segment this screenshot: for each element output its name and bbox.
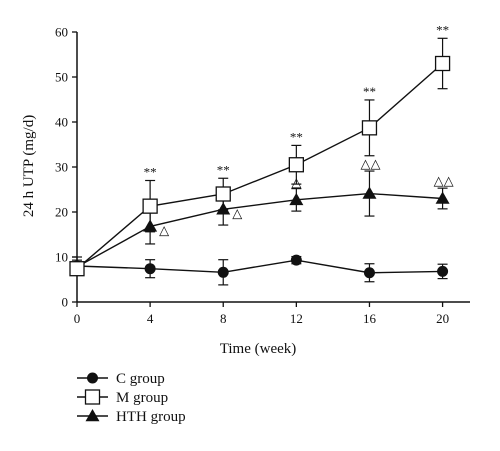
- data-point: [435, 191, 450, 204]
- significance-triangles: △△: [360, 156, 380, 171]
- series-line: [76, 192, 443, 268]
- legend-marker: [84, 389, 101, 405]
- series-m-group: [69, 37, 451, 277]
- series-line: [76, 62, 444, 270]
- axes: 0 10 20 30 40 50 60 0 4 8 12 16 20: [55, 25, 470, 326]
- significance-triangles: △: [232, 205, 242, 220]
- legend-marker: [85, 409, 100, 422]
- significance-triangles: △: [291, 175, 301, 190]
- data-point: [362, 186, 377, 199]
- significance-stars: **: [290, 129, 303, 144]
- significance-stars: **: [217, 162, 230, 177]
- y-tick-label: 40: [55, 115, 68, 130]
- data-point: [437, 265, 449, 277]
- legend-label: C group: [116, 371, 165, 387]
- y-tick-label: 20: [55, 205, 68, 220]
- legend-item-hth-group: HTH group: [77, 409, 186, 425]
- data-point: [434, 55, 451, 72]
- x-tick-label: 20: [436, 311, 449, 326]
- data-point: [361, 120, 378, 136]
- x-tick-label: 0: [74, 311, 81, 326]
- series-c-group: [71, 254, 449, 286]
- data-point: [144, 263, 156, 275]
- annotations: ** ********△△△△△△△: [144, 22, 454, 237]
- significance-triangles: △△: [434, 173, 454, 188]
- y-axis-title: 24 h UTP (mg/d): [21, 115, 37, 217]
- series-line: [76, 259, 443, 274]
- x-tick-label: 4: [147, 311, 154, 326]
- y-tick-label: 60: [55, 25, 68, 40]
- x-tick-label: 12: [290, 311, 303, 326]
- significance-stars: **: [363, 84, 376, 99]
- data-point: [217, 266, 229, 278]
- data-point: [69, 261, 85, 277]
- legend-label: M group: [116, 390, 168, 406]
- series-hth-group: [70, 170, 450, 275]
- data-point: [215, 186, 231, 202]
- data-point: [288, 157, 304, 173]
- significance-triangles: △: [159, 222, 169, 237]
- y-tick-label: 10: [55, 250, 68, 265]
- legend: C group M group HTH group: [77, 371, 186, 425]
- legend-item-c-group: C group: [77, 371, 165, 387]
- x-tick-label: 8: [220, 311, 227, 326]
- series-layer: [69, 37, 451, 286]
- legend-label: HTH group: [116, 409, 186, 425]
- data-point: [142, 198, 158, 214]
- x-tick-label: 16: [363, 311, 377, 326]
- legend-item-m-group: M group: [77, 389, 168, 406]
- data-point: [363, 267, 375, 279]
- y-tick-label: 0: [62, 295, 69, 310]
- y-tick-label: 50: [55, 70, 68, 85]
- x-axis-title: Time (week): [220, 341, 297, 357]
- significance-stars: **: [436, 22, 449, 37]
- data-point: [290, 254, 302, 266]
- legend-marker: [87, 372, 98, 384]
- y-tick-label: 30: [55, 160, 68, 175]
- data-point: [289, 192, 304, 206]
- significance-stars: **: [144, 165, 157, 180]
